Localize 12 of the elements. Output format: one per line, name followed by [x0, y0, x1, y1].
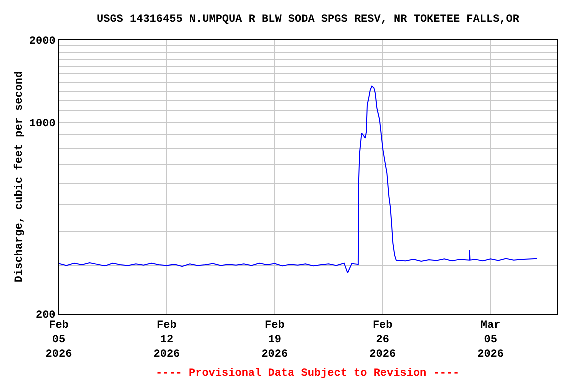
x-tick-label: Feb 26 2026 [370, 320, 396, 361]
y-tick-label: 2000 [29, 36, 56, 48]
x-tick-label: Mar 05 2026 [478, 320, 504, 361]
x-tick-label: Feb 19 2026 [262, 320, 288, 361]
chart-title: USGS 14316455 N.UMPQUA R BLW SODA SPGS RESV, NR TOKETEE FALLS,OR [97, 14, 520, 26]
y-tick-label: 200 [36, 310, 56, 322]
line-series [59, 86, 538, 274]
text: ---- Provisional Data Subject to Revision ---- [156, 368, 460, 380]
y-tick-label: 1000 [29, 118, 56, 130]
y-axis-title: Discharge, cubic feet per second [13, 71, 26, 283]
x-tick-label: Feb 12 2026 [154, 320, 180, 361]
x-tick-label: Feb 05 2026 [46, 320, 72, 361]
